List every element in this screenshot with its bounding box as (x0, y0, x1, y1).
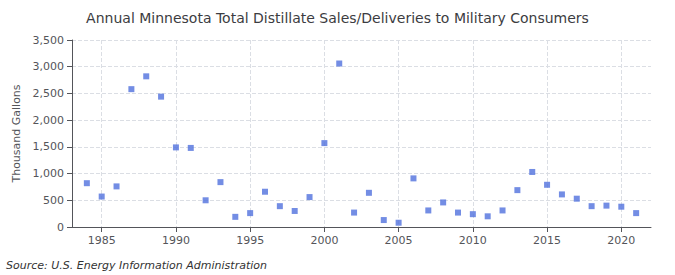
svg-text:2005: 2005 (385, 234, 413, 247)
svg-text:1,500: 1,500 (33, 140, 65, 153)
svg-text:2000: 2000 (310, 234, 338, 247)
svg-text:1985: 1985 (88, 234, 116, 247)
svg-text:Annual Minnesota Total Distill: Annual Minnesota Total Distillate Sales/… (86, 10, 589, 26)
svg-text:2015: 2015 (533, 234, 561, 247)
svg-text:3,500: 3,500 (33, 34, 65, 47)
svg-text:Thousand Gallons: Thousand Gallons (10, 84, 23, 183)
svg-text:1990: 1990 (162, 234, 190, 247)
svg-text:2,000: 2,000 (33, 114, 65, 127)
svg-text:2020: 2020 (607, 234, 635, 247)
svg-text:2010: 2010 (459, 234, 487, 247)
svg-text:1995: 1995 (236, 234, 264, 247)
svg-text:0: 0 (57, 221, 64, 234)
svg-text:3,000: 3,000 (33, 60, 65, 73)
svg-text:500: 500 (43, 194, 64, 207)
svg-text:1,000: 1,000 (33, 167, 65, 180)
svg-text:2,500: 2,500 (33, 87, 65, 100)
svg-text:Source: U.S. Energy Informatio: Source: U.S. Energy Information Administ… (6, 259, 267, 272)
